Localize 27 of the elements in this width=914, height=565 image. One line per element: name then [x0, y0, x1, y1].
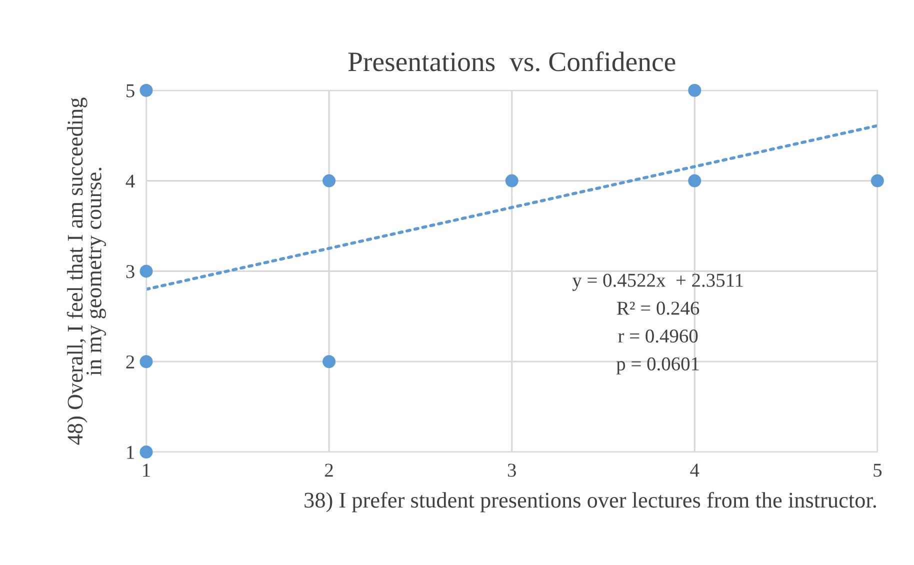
x-tick-label: 3	[508, 464, 516, 477]
y-tick-label: 1	[127, 446, 134, 459]
annotation: R² = 0.246	[617, 302, 700, 315]
annotation: r = 0.4960	[618, 329, 698, 343]
annotation: y = 0.4522x + 2.3511	[572, 274, 743, 291]
point	[688, 174, 702, 188]
point	[140, 84, 153, 97]
point	[322, 355, 336, 368]
point	[870, 174, 884, 188]
point	[505, 174, 518, 188]
y-axis-title: 48) Overall, I feel that I am succeeding in my geometry course.	[66, 98, 106, 445]
y-tick-label: 5	[126, 84, 134, 98]
y-tick-label: 4	[126, 174, 135, 188]
x-tick-label: 5	[874, 464, 882, 477]
chart-title: Presentations vs. Confidence	[348, 51, 676, 72]
x-tick-label: 1	[143, 464, 150, 477]
y-tick-label: 3	[126, 265, 134, 278]
x-tick-label: 2	[325, 464, 333, 477]
point	[322, 174, 336, 188]
x-axis-title: 38) I prefer student presentions over lectures from the instructor.	[304, 492, 876, 512]
x-tick-label: 4	[690, 464, 700, 477]
annotation: p = 0.0601	[616, 357, 699, 374]
point	[688, 84, 702, 97]
point	[140, 355, 153, 368]
point	[140, 264, 153, 278]
y-tick-label: 2	[126, 355, 134, 368]
point	[140, 445, 153, 459]
